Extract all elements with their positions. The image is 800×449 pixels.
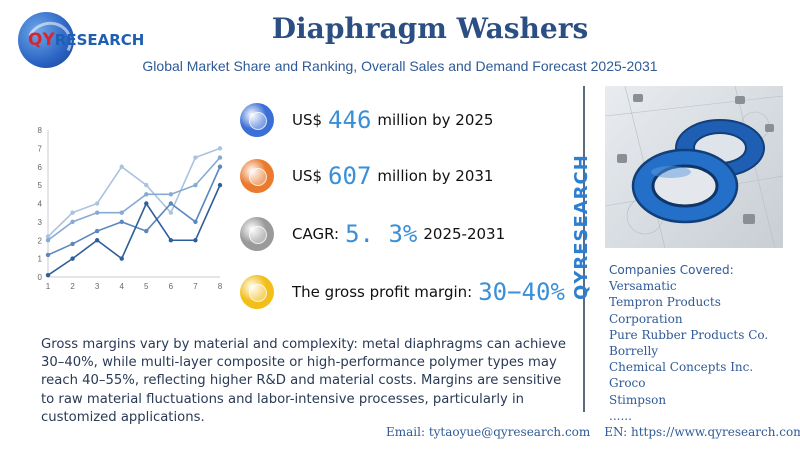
metric-number: 607 [328, 162, 372, 190]
chart-data-point [94, 238, 100, 243]
metric-number: 30−40% [478, 278, 565, 306]
gray-bubble-icon [240, 217, 274, 251]
chart-data-point [70, 210, 75, 215]
chart-data-point [193, 219, 198, 225]
chart-data-point [193, 155, 198, 160]
chart-data-point [217, 155, 223, 160]
chart-data-point [70, 241, 75, 247]
chart-data-point [144, 201, 149, 206]
page-subtitle: Global Market Share and Ranking, Overall… [142, 58, 658, 74]
metric-prefix: CAGR: [292, 225, 340, 243]
footer-contact: Email: tytaoyue@qyresearch.com EN: https:… [386, 425, 800, 439]
chart-data-point [119, 256, 124, 261]
company-item: Stimpson [609, 392, 667, 407]
chart-data-point [193, 238, 198, 243]
metric-2031-value: US$ 607 million by 2031 [240, 156, 493, 196]
chart-series-line [47, 147, 221, 238]
metric-suffix: 2025-2031 [423, 225, 506, 243]
chart-series-line [47, 157, 221, 241]
chart-y-tick-label: 3 [38, 218, 43, 227]
vertical-divider [583, 86, 585, 412]
vertical-brand-text: QYRESEARCH [571, 154, 592, 300]
chart-data-point [193, 182, 198, 188]
chart-x-tick-label: 7 [193, 282, 198, 291]
footer-website[interactable]: EN: https://www.qyresearch.com [604, 425, 800, 439]
chart-data-point [119, 219, 124, 225]
company-item: Corporation [609, 311, 683, 326]
metric-suffix: million by 2025 [377, 111, 494, 129]
chart-x-tick-label: 3 [95, 282, 100, 291]
chart-x-tick-label: 8 [218, 282, 223, 291]
chart-data-point [168, 192, 174, 197]
chart-series-line [47, 166, 221, 256]
metric-number: 446 [328, 106, 372, 134]
chart-y-tick-label: 5 [38, 181, 43, 190]
chart-y-tick-label: 1 [38, 255, 43, 264]
chart-data-point [70, 219, 75, 225]
chart-x-tick-label: 4 [119, 282, 124, 291]
chart-x-tick-label: 5 [144, 282, 149, 291]
chart-data-point [94, 201, 100, 206]
chart-y-tick-label: 6 [38, 163, 43, 172]
chart-data-point [144, 228, 149, 234]
chart-data-point [45, 272, 51, 278]
chart-data-point [144, 182, 149, 188]
chart-data-point [217, 164, 223, 169]
chart-data-point [217, 146, 223, 151]
qyresearch-logo: QYRESEARCH [14, 10, 154, 70]
chart-series-line [47, 184, 221, 276]
company-item: Borrelly [609, 344, 659, 359]
chart-y-tick-label: 8 [38, 126, 43, 135]
chart-data-point [168, 238, 174, 243]
description-paragraph: Gross margins vary by material and compl… [41, 337, 566, 425]
chart-data-point [70, 256, 75, 261]
companies-list: Companies Covered: Versamatic Tempron Pr… [609, 262, 794, 424]
company-item: Pure Rubber Products Co. [609, 327, 769, 342]
metric-gross-margin: The gross profit margin: 30−40% [240, 272, 571, 312]
metric-number: 5. 3% [345, 220, 418, 248]
page-title: Diaphragm Washers [271, 12, 589, 45]
chart-x-tick-label: 6 [169, 282, 174, 291]
chart-data-point [217, 182, 223, 188]
chart-x-tick-label: 2 [70, 282, 75, 291]
metric-prefix: US$ [292, 167, 323, 185]
metric-cagr: CAGR: 5. 3% 2025-2031 [240, 214, 505, 254]
washer-illustration [605, 86, 783, 248]
chart-y-tick-label: 2 [38, 236, 43, 245]
company-item: Chemical Concepts Inc. [609, 360, 754, 375]
chart-data-point [144, 192, 149, 197]
yellow-bubble-icon [240, 275, 274, 309]
chart-data-point [45, 252, 51, 258]
company-item: Versamatic [609, 279, 677, 294]
chart-data-point [119, 210, 124, 215]
metric-2025-value: US$ 446 million by 2025 [240, 100, 493, 140]
blue-bubble-icon [240, 103, 274, 137]
chart-data-point [45, 234, 51, 239]
chart-data-point [119, 164, 124, 169]
chart-y-tick-label: 4 [38, 200, 43, 209]
chart-data-point [168, 210, 174, 215]
metric-prefix: US$ [292, 111, 323, 129]
chart-y-tick-label: 0 [38, 273, 43, 282]
footer-email[interactable]: Email: tytaoyue@qyresearch.com [386, 425, 591, 439]
company-item: Groco [609, 376, 646, 391]
orange-bubble-icon [240, 159, 274, 193]
metric-prefix: The gross profit margin: [292, 283, 473, 301]
chart-y-tick-label: 7 [38, 144, 43, 153]
chart-data-point [94, 210, 100, 215]
logo-text: QYRESEARCH [28, 30, 145, 50]
companies-label: Companies Covered: [609, 263, 734, 277]
globe-icon [18, 12, 74, 68]
chart-data-point [168, 201, 174, 206]
company-item: Tempron Products [609, 295, 721, 310]
chart-x-tick-label: 1 [46, 282, 51, 291]
metric-suffix: million by 2031 [377, 167, 494, 185]
chart-data-point [45, 238, 51, 243]
company-item-ellipsis: ...... [609, 408, 632, 423]
chart-data-point [94, 228, 100, 234]
product-photo [605, 86, 783, 248]
